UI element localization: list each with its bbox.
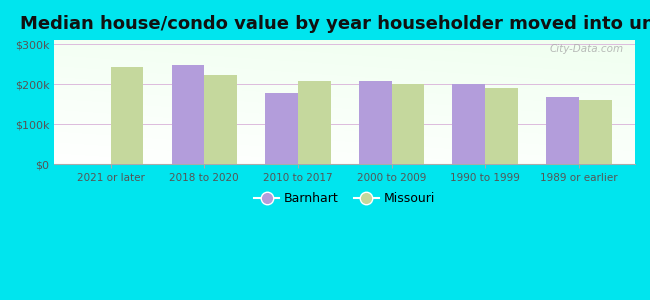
Bar xyxy=(485,88,518,164)
Bar xyxy=(265,93,298,164)
Legend: Barnhart, Missouri: Barnhart, Missouri xyxy=(249,187,440,210)
Bar xyxy=(578,100,612,164)
Bar xyxy=(172,65,204,164)
Bar xyxy=(452,84,485,164)
Bar xyxy=(391,84,424,164)
Bar xyxy=(546,97,578,164)
Title: Median house/condo value by year householder moved into unit: Median house/condo value by year househo… xyxy=(20,15,650,33)
Bar xyxy=(298,81,331,164)
Bar xyxy=(111,67,144,164)
Text: City-Data.com: City-Data.com xyxy=(549,44,623,54)
Bar xyxy=(204,75,237,164)
Bar xyxy=(359,81,391,164)
